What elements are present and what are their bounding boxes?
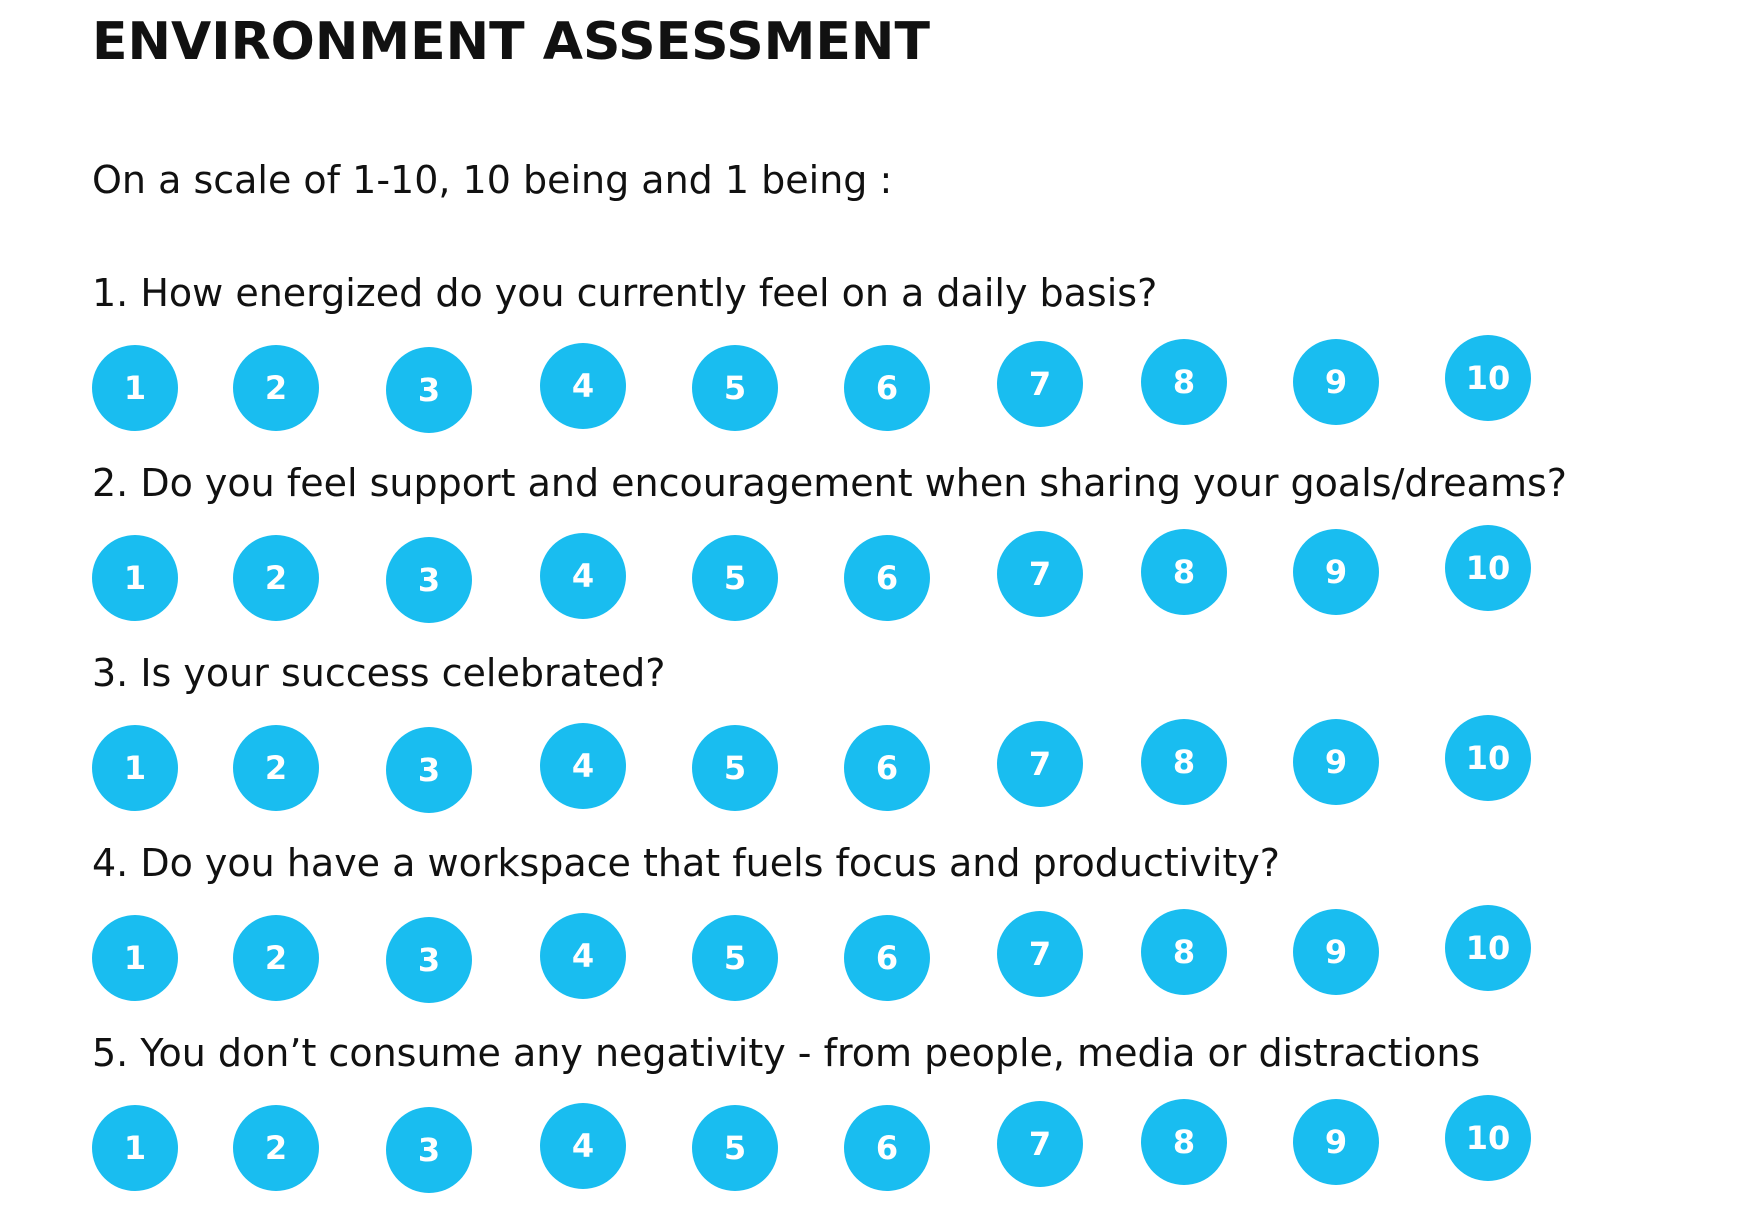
rating-scale: 1 2 3 4 5 6 7 8 9 10 [92,265,1652,455]
rating-option-3[interactable]: 3 [386,537,472,623]
rating-option-8[interactable]: 8 [1141,909,1227,995]
question-2: 2. Do you feel support and encouragement… [92,455,1752,645]
rating-option-2[interactable]: 2 [233,915,319,1001]
rating-option-4[interactable]: 4 [540,533,626,619]
rating-option-9[interactable]: 9 [1293,909,1379,995]
rating-option-10[interactable]: 10 [1445,335,1531,421]
rating-option-4[interactable]: 4 [540,1103,626,1189]
question-text: 4. Do you have a workspace that fuels fo… [92,841,1280,885]
rating-option-8[interactable]: 8 [1141,1099,1227,1185]
rating-option-7[interactable]: 7 [997,721,1083,807]
question-text: 1. How energized do you currently feel o… [92,271,1158,315]
rating-option-2[interactable]: 2 [233,345,319,431]
rating-option-7[interactable]: 7 [997,341,1083,427]
rating-option-9[interactable]: 9 [1293,719,1379,805]
rating-option-7[interactable]: 7 [997,531,1083,617]
question-text: 2. Do you feel support and encouragement… [92,461,1567,505]
rating-option-10[interactable]: 10 [1445,525,1531,611]
rating-option-2[interactable]: 2 [233,535,319,621]
question-4: 4. Do you have a workspace that fuels fo… [92,835,1752,1025]
rating-option-8[interactable]: 8 [1141,719,1227,805]
question-text: 3. Is your success celebrated? [92,651,666,695]
rating-option-3[interactable]: 3 [386,727,472,813]
rating-option-4[interactable]: 4 [540,723,626,809]
rating-scale: 1 2 3 4 5 6 7 8 9 10 [92,1025,1652,1215]
rating-option-4[interactable]: 4 [540,913,626,999]
rating-option-6[interactable]: 6 [844,1105,930,1191]
page-title: ENVIRONMENT ASSESSMENT [92,12,930,72]
rating-option-10[interactable]: 10 [1445,905,1531,991]
rating-option-5[interactable]: 5 [692,535,778,621]
question-1: 1. How energized do you currently feel o… [92,265,1752,455]
rating-option-7[interactable]: 7 [997,911,1083,997]
rating-option-10[interactable]: 10 [1445,1095,1531,1181]
rating-option-10[interactable]: 10 [1445,715,1531,801]
rating-option-5[interactable]: 5 [692,1105,778,1191]
rating-option-1[interactable]: 1 [92,345,178,431]
rating-option-8[interactable]: 8 [1141,339,1227,425]
rating-scale: 1 2 3 4 5 6 7 8 9 10 [92,835,1652,1025]
rating-option-3[interactable]: 3 [386,917,472,1003]
rating-option-6[interactable]: 6 [844,535,930,621]
rating-option-3[interactable]: 3 [386,347,472,433]
rating-option-6[interactable]: 6 [844,725,930,811]
rating-option-3[interactable]: 3 [386,1107,472,1193]
rating-option-4[interactable]: 4 [540,343,626,429]
rating-option-6[interactable]: 6 [844,345,930,431]
rating-option-5[interactable]: 5 [692,345,778,431]
rating-option-1[interactable]: 1 [92,535,178,621]
rating-option-8[interactable]: 8 [1141,529,1227,615]
rating-option-1[interactable]: 1 [92,1105,178,1191]
rating-option-9[interactable]: 9 [1293,339,1379,425]
rating-option-1[interactable]: 1 [92,725,178,811]
rating-option-9[interactable]: 9 [1293,1099,1379,1185]
rating-option-1[interactable]: 1 [92,915,178,1001]
rating-option-2[interactable]: 2 [233,1105,319,1191]
rating-option-5[interactable]: 5 [692,915,778,1001]
rating-option-9[interactable]: 9 [1293,529,1379,615]
rating-option-5[interactable]: 5 [692,725,778,811]
scale-instructions: On a scale of 1-10, 10 being and 1 being… [92,158,893,202]
rating-option-2[interactable]: 2 [233,725,319,811]
rating-scale: 1 2 3 4 5 6 7 8 9 10 [92,455,1652,645]
rating-option-6[interactable]: 6 [844,915,930,1001]
question-text: 5. You don’t consume any negativity - fr… [92,1031,1481,1075]
rating-option-7[interactable]: 7 [997,1101,1083,1187]
question-5: 5. You don’t consume any negativity - fr… [92,1025,1752,1215]
rating-scale: 1 2 3 4 5 6 7 8 9 10 [92,645,1652,835]
